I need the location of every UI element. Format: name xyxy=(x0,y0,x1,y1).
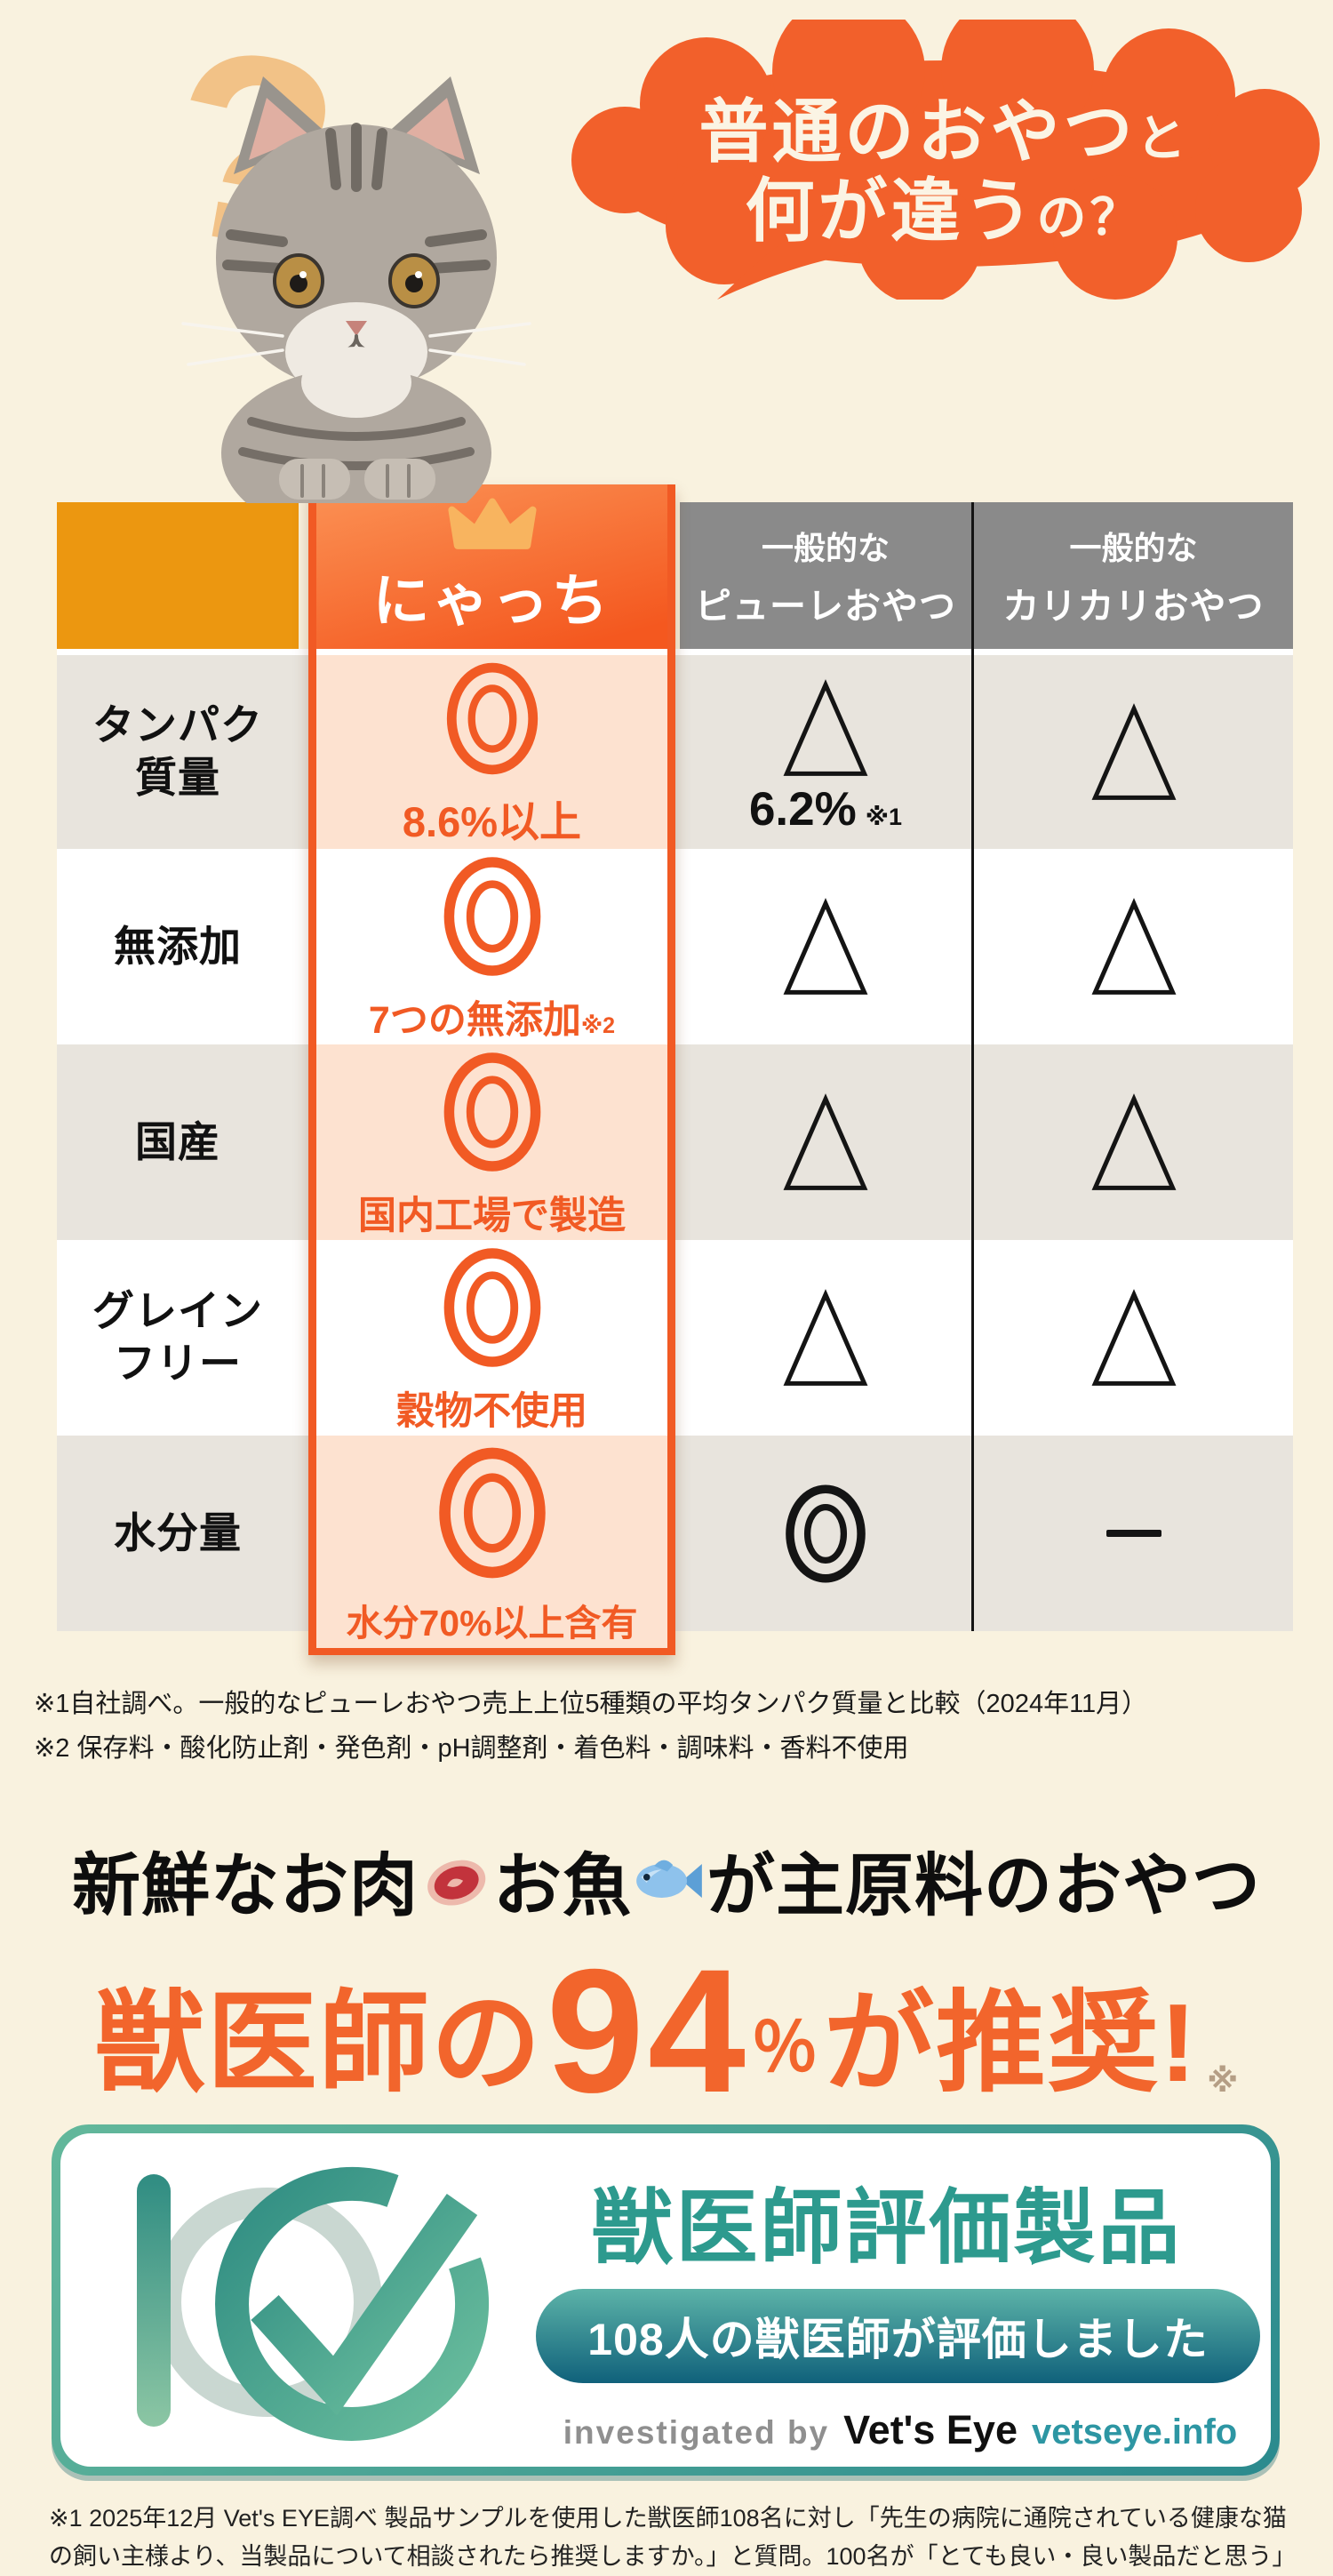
double-circle-mark xyxy=(432,1438,553,1588)
double-circle-mark xyxy=(436,1240,548,1375)
triangle-mark xyxy=(781,1091,870,1195)
nyatchi-additive-cell: 7つの無添加※2 xyxy=(316,849,667,1044)
karikari-protein-cell xyxy=(974,655,1293,849)
nyatchi-domestic-cell: 国内工場で製造 xyxy=(316,1044,667,1240)
triangle-mark xyxy=(1090,1286,1178,1390)
speech-bubble: 普通のおやつと 何が違うの？ xyxy=(564,20,1324,300)
header-blank-cell xyxy=(57,502,299,649)
triangle-mark xyxy=(781,676,870,780)
meat-icon xyxy=(427,1860,486,1906)
double-circle-mark xyxy=(436,1044,548,1180)
header-karikari-column: 一般的な カリカリおやつ xyxy=(974,502,1293,649)
bubble-line2: 何が違うの？ xyxy=(745,171,1144,250)
column-divider xyxy=(971,502,974,1631)
crown-icon xyxy=(447,498,537,549)
dash-mark xyxy=(1106,1530,1161,1537)
header-puree-column: 一般的な ピューレおやつ xyxy=(680,502,971,649)
cat-photo xyxy=(181,76,531,503)
footnote-1: ※1自社調べ。一般的なピューレおやつ売上上位5種類の平均タンパク質量と比較（20… xyxy=(34,1690,1148,1718)
karikari-grainfree-cell xyxy=(974,1240,1293,1436)
puree-protein-value: 6.2% ※1 xyxy=(748,783,903,836)
puree-protein-cell: 6.2% ※1 xyxy=(680,655,971,849)
row-label-grainfree: グレイン フリー xyxy=(92,1287,263,1387)
row-label-protein: タンパク 質量 xyxy=(92,701,263,801)
nyatchi-grainfree-cell: 穀物不使用 xyxy=(316,1240,667,1436)
row-label-domestic: 国産 xyxy=(135,1117,220,1165)
row-label-moisture: 水分量 xyxy=(114,1508,242,1556)
table-footnotes: ※1自社調べ。一般的なピューレおやつ売上上位5種類の平均タンパク質量と比較（20… xyxy=(34,1683,1313,1772)
badge-title: 獣医師評価製品 xyxy=(591,2183,1183,2274)
headline-ingredients: 新鮮なお肉 お魚 が主原料のおやつ xyxy=(0,1831,1333,1930)
triangle-mark xyxy=(1090,1091,1178,1195)
karikari-additive-cell xyxy=(974,849,1293,1044)
karikari-moisture-cell xyxy=(974,1436,1293,1631)
double-circle-mark xyxy=(780,1477,871,1590)
triangle-mark xyxy=(1090,895,1178,999)
badge-credit: investigated by Vet's Eye vetseye.info xyxy=(563,2407,1238,2452)
speech-bubble-shape xyxy=(571,20,1320,300)
nyatchi-header: にゃっち xyxy=(316,484,667,649)
puree-moisture-cell xyxy=(680,1436,971,1631)
nyatchi-header-gap xyxy=(316,649,667,655)
double-circle-mark xyxy=(436,849,548,984)
bottom-footnote: ※1 2025年12月 Vet's EYE調べ 製品サンプルを使用した獣医師10… xyxy=(49,2505,1287,2570)
puree-additive-cell xyxy=(680,849,971,1044)
recommend-percentage: 94 xyxy=(546,1932,749,2129)
triangle-mark xyxy=(1090,700,1178,804)
nyatchi-moisture-cell: 水分70%以上含有 xyxy=(316,1436,667,1648)
puree-domestic-cell xyxy=(680,1044,971,1240)
badge-pill: 108人の獣医師が評価しました xyxy=(536,2289,1260,2383)
karikari-domestic-cell xyxy=(974,1044,1293,1240)
nyatchi-protein-cell: 8.6%以上 xyxy=(316,655,667,849)
row-label-additive: 無添加 xyxy=(114,922,242,970)
fish-icon xyxy=(636,1860,702,1898)
nyatchi-column: にゃっち 8.6%以上 7つの無添加※2 国内工場で製造 穀物不使用 水分7 xyxy=(308,484,675,1655)
triangle-mark xyxy=(781,895,870,999)
footnote-2: ※2 保存料・酸化防止剤・発色剤・pH調整剤・着色料・調味料・香料不使用 xyxy=(34,1733,909,1763)
headline-vet-recommend: 獣医師の 94 ％ が推奨! ※ xyxy=(94,1932,1239,2129)
vetseye-site-link: vetseye.info xyxy=(1031,2412,1238,2452)
bubble-line1: 普通のおやつと xyxy=(698,92,1190,172)
double-circle-mark xyxy=(436,655,548,782)
headline-footnote-ref: ※ xyxy=(1207,2062,1239,2099)
vet-eval-badge: 獣医師評価製品 108人の獣医師が評価しました investigated by … xyxy=(52,2124,1280,2476)
product-name: にゃっち xyxy=(372,568,611,633)
vets-eye-check-logo xyxy=(137,2166,490,2441)
puree-grainfree-cell xyxy=(680,1240,971,1436)
triangle-mark xyxy=(781,1286,870,1390)
